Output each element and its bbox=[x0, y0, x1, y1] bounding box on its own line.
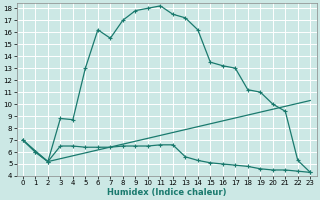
X-axis label: Humidex (Indice chaleur): Humidex (Indice chaleur) bbox=[107, 188, 226, 197]
